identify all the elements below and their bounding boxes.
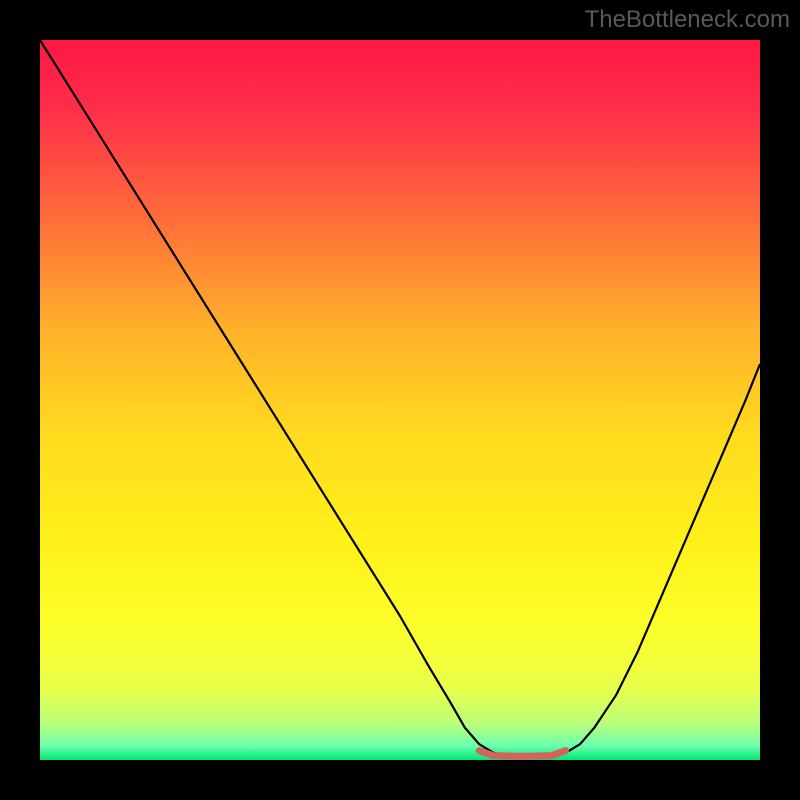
watermark-text: TheBottleneck.com bbox=[585, 6, 790, 34]
chart-container: TheBottleneck.com bbox=[0, 0, 800, 800]
curve-layer bbox=[40, 40, 760, 760]
plot-area bbox=[40, 40, 760, 760]
trough-marker bbox=[479, 751, 565, 757]
bottleneck-curve bbox=[40, 40, 760, 756]
